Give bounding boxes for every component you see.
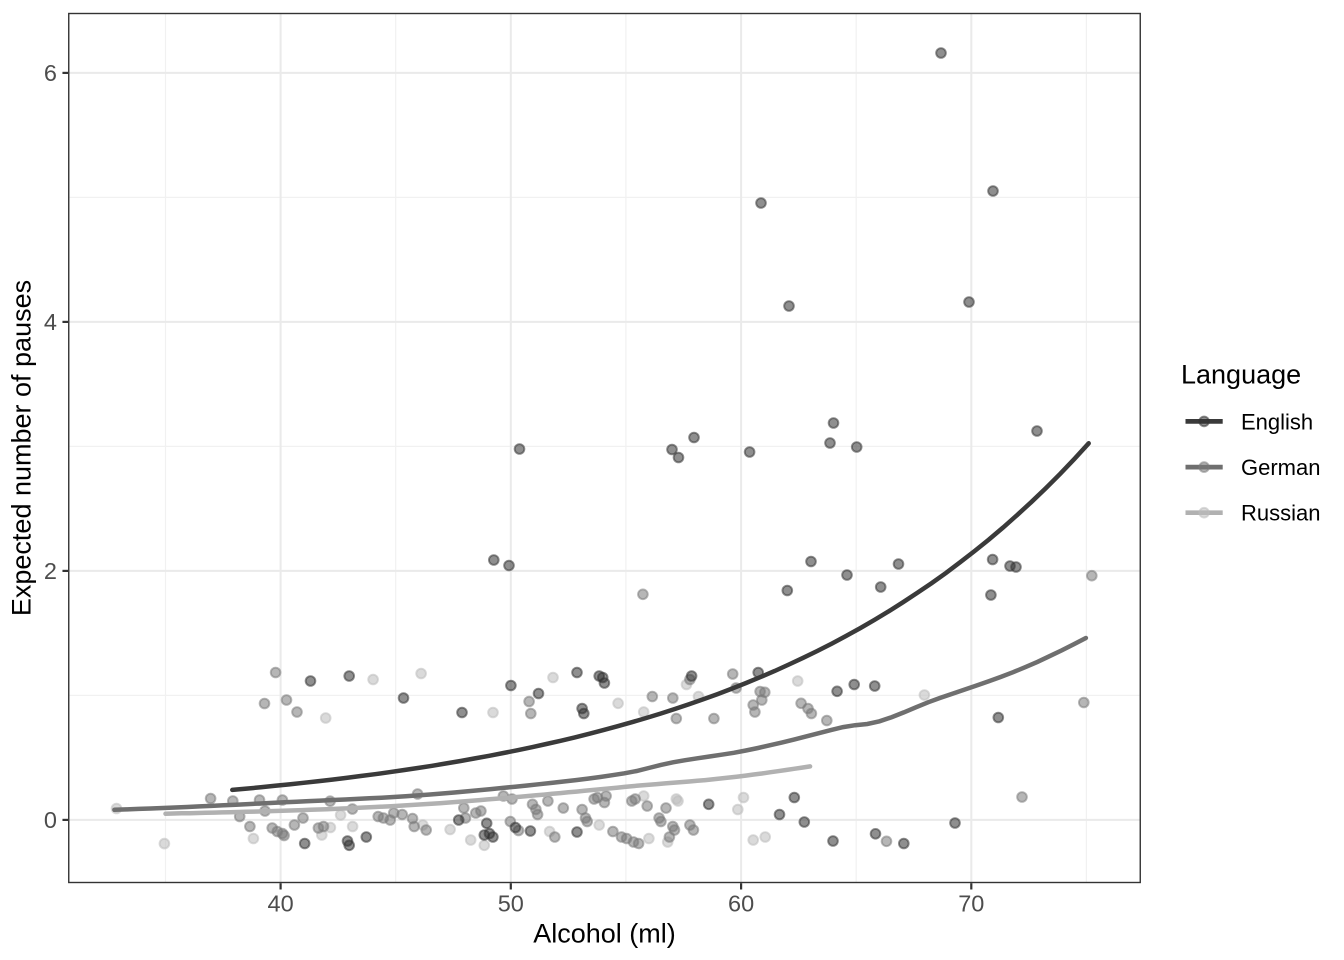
svg-text:English: English bbox=[1241, 409, 1313, 434]
svg-text:Alcohol (ml): Alcohol (ml) bbox=[533, 919, 676, 949]
svg-text:70: 70 bbox=[958, 891, 984, 917]
svg-text:40: 40 bbox=[268, 891, 294, 917]
svg-text:Language: Language bbox=[1181, 360, 1301, 390]
svg-text:2: 2 bbox=[44, 558, 57, 584]
svg-text:German: German bbox=[1241, 455, 1320, 480]
svg-text:Expected number of pauses: Expected number of pauses bbox=[7, 280, 37, 616]
svg-text:60: 60 bbox=[728, 891, 754, 917]
svg-text:0: 0 bbox=[44, 807, 57, 833]
svg-text:50: 50 bbox=[498, 891, 524, 917]
svg-text:4: 4 bbox=[44, 309, 57, 335]
svg-text:Russian: Russian bbox=[1241, 501, 1320, 526]
svg-text:6: 6 bbox=[44, 60, 57, 86]
